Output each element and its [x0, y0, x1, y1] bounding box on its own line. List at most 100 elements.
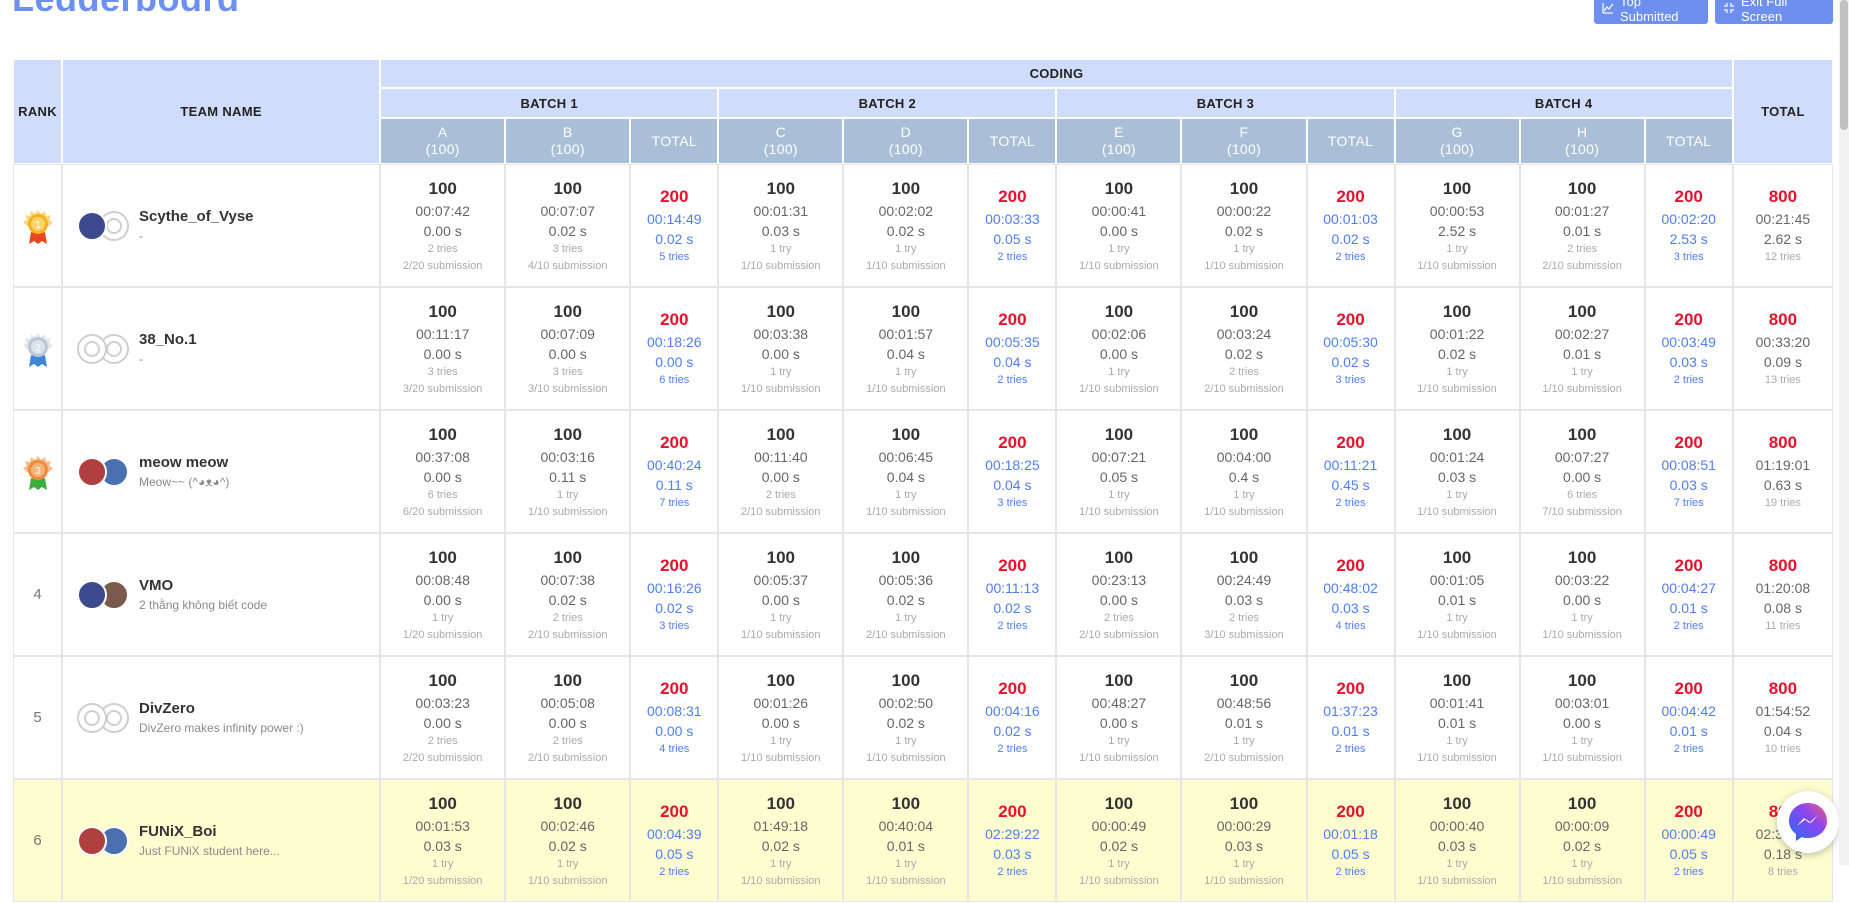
cell-exec-time: 0.63 s: [1763, 477, 1802, 493]
problem-cell[interactable]: 100 00:37:08 0.00 s 6 tries 6/20 submissi…: [381, 411, 505, 532]
top-submitted-button[interactable]: Top Submitted: [1594, 0, 1708, 24]
batch-total-header: TOTAL: [969, 119, 1056, 163]
problem-cell[interactable]: 100 00:06:45 0.04 s 1 try 1/10 submission: [844, 411, 968, 532]
cell-score: 100: [766, 793, 795, 813]
cell-score: 100: [1229, 547, 1259, 567]
cell-submissions: 1/10 submission: [741, 382, 821, 395]
cell-tries: 10 tries: [1764, 743, 1801, 755]
cell-tries: 2 tries: [997, 743, 1028, 755]
team-cell[interactable]: 38_No.1 -: [63, 288, 380, 409]
exit-full-screen-button[interactable]: Exit Full Screen: [1715, 0, 1833, 24]
team-name[interactable]: DivZero: [139, 700, 195, 717]
problem-cell[interactable]: 100 00:01:22 0.02 s 1 try 1/10 submission: [1395, 288, 1519, 409]
rank-number: 5: [33, 709, 42, 726]
problem-cell[interactable]: 100 00:01:26 0.00 s 1 try 1/10 submission: [719, 657, 843, 778]
problem-cell[interactable]: 100 00:23:13 0.00 s 2 tries 2/10 submissi…: [1057, 534, 1181, 655]
cell-exec-time: 0.02 s: [1331, 231, 1370, 247]
problem-cell[interactable]: 100 00:00:22 0.02 s 1 try 1/10 submission: [1182, 165, 1306, 286]
problem-cell[interactable]: 100 00:07:21 0.05 s 1 try 1/10 submission: [1057, 411, 1181, 532]
leaderboard-table: RANK TEAM NAME CODING TOTAL BATCH 1 BATC…: [12, 58, 1834, 903]
cell-tries: 3 tries: [1673, 251, 1704, 263]
problem-cell[interactable]: 100 00:01:53 0.03 s 1 try 1/20 submission: [381, 780, 505, 901]
team-cell[interactable]: meow meow Meow~~ (^◕ᴥ◕^): [63, 411, 380, 532]
problem-cell[interactable]: 100 00:00:40 0.03 s 1 try 1/10 submission: [1395, 780, 1519, 901]
batch-total-cell: 200 00:01:18 0.05 s 2 tries: [1307, 780, 1394, 901]
cell-exec-time: 0.04 s: [993, 354, 1032, 370]
cell-time: 00:00:09: [1554, 817, 1610, 834]
batch-header: BATCH 1: [381, 89, 718, 117]
problem-cell[interactable]: 100 00:02:46 0.02 s 1 try 1/10 submission: [506, 780, 630, 901]
problem-cell[interactable]: 100 00:48:56 0.01 s 1 try 2/10 submission: [1182, 657, 1306, 778]
problem-cell[interactable]: 100 00:01:57 0.04 s 1 try 1/10 submission: [844, 288, 968, 409]
problem-cell[interactable]: 100 00:01:24 0.03 s 1 try 1/10 submission: [1395, 411, 1519, 532]
problem-cell[interactable]: 100 00:48:27 0.00 s 1 try 1/10 submission: [1057, 657, 1181, 778]
problem-cell[interactable]: 100 00:01:41 0.01 s 1 try 1/10 submission: [1395, 657, 1519, 778]
problem-cell[interactable]: 100 00:08:48 0.00 s 1 try 1/20 submission: [381, 534, 505, 655]
problem-cell[interactable]: 100 00:07:09 0.00 s 3 tries 3/10 submissi…: [506, 288, 630, 409]
team-cell[interactable]: VMO 2 thằng không biết code: [63, 534, 380, 655]
user-avatar-icon: [99, 456, 130, 487]
problem-cell[interactable]: 100 00:04:00 0.4 s 1 try 1/10 submission: [1182, 411, 1306, 532]
problem-cell[interactable]: 100 00:02:06 0.00 s 1 try 1/10 submission: [1057, 288, 1181, 409]
problem-cell[interactable]: 100 00:07:42 0.00 s 2 tries 2/20 submissi…: [381, 165, 505, 286]
problem-cell[interactable]: 100 00:40:04 0.01 s 1 try 1/10 submission: [844, 780, 968, 901]
cell-tries: 1 try: [895, 611, 917, 624]
problem-cell[interactable]: 100 00:03:22 0.00 s 1 try 1/10 submission: [1520, 534, 1644, 655]
rank-cell: 5: [14, 657, 62, 778]
cell-exec-time: 0.00 s: [423, 345, 462, 362]
team-cell[interactable]: FUNiX_Boi Just FUNiX student here...: [63, 780, 380, 901]
problem-cell[interactable]: 100 00:24:49 0.03 s 2 tries 3/10 submissi…: [1182, 534, 1306, 655]
problem-cell[interactable]: 100 00:03:38 0.00 s 1 try 1/10 submission: [719, 288, 843, 409]
cell-score: 100: [553, 547, 582, 567]
problem-cell[interactable]: 100 00:02:50 0.02 s 1 try 1/10 submission: [844, 657, 968, 778]
team-cell[interactable]: Scythe_of_Vyse -: [63, 165, 380, 286]
cell-score: 100: [891, 670, 921, 690]
cell-score: 200: [660, 556, 689, 575]
problem-cell[interactable]: 100 00:07:27 0.00 s 6 tries 7/10 submissi…: [1520, 411, 1644, 532]
cell-score: 100: [1567, 670, 1597, 690]
team-name[interactable]: VMO: [139, 577, 174, 594]
problem-cell[interactable]: 100 00:07:07 0.02 s 3 tries 4/10 submissi…: [506, 165, 630, 286]
team-avatars: [77, 455, 137, 489]
cell-tries: 11 tries: [1765, 620, 1801, 632]
problem-cell[interactable]: 100 00:03:01 0.00 s 1 try 1/10 submission: [1520, 657, 1644, 778]
cell-exec-time: 0.00 s: [548, 345, 587, 362]
problem-cell[interactable]: 100 00:02:27 0.01 s 1 try 1/10 submission: [1520, 288, 1644, 409]
cell-score: 200: [660, 433, 689, 452]
problem-cell[interactable]: 100 00:03:16 0.11 s 1 try 1/10 submission: [506, 411, 630, 532]
team-name[interactable]: FUNiX_Boi: [139, 823, 217, 840]
problem-cell[interactable]: 100 00:00:53 2.52 s 1 try 1/10 submission: [1395, 165, 1519, 286]
problem-cell[interactable]: 100 00:11:17 0.00 s 3 tries 3/20 submissi…: [381, 288, 505, 409]
problem-cell[interactable]: 100 00:00:29 0.03 s 1 try 1/10 submission: [1182, 780, 1306, 901]
problem-cell[interactable]: 100 00:03:24 0.02 s 2 tries 2/10 submissi…: [1182, 288, 1306, 409]
problem-cell[interactable]: 100 00:00:41 0.00 s 1 try 1/10 submission: [1057, 165, 1181, 286]
problem-cell[interactable]: 100 00:01:27 0.01 s 2 tries 2/10 submissi…: [1520, 165, 1644, 286]
problem-cell[interactable]: 100 00:01:31 0.03 s 1 try 1/10 submission: [719, 165, 843, 286]
problem-cell[interactable]: 100 00:03:23 0.00 s 2 tries 2/20 submissi…: [381, 657, 505, 778]
problem-cell[interactable]: 100 00:01:05 0.01 s 1 try 1/10 submission: [1395, 534, 1519, 655]
team-name[interactable]: 38_No.1: [139, 331, 197, 348]
problem-cell[interactable]: 100 00:05:37 0.00 s 1 try 1/10 submission: [719, 534, 843, 655]
page-scrollbar[interactable]: [1839, 0, 1849, 865]
problem-cell[interactable]: 100 00:00:49 0.02 s 1 try 1/10 submission: [1057, 780, 1181, 901]
team-name[interactable]: meow meow: [139, 454, 229, 471]
problem-cell[interactable]: 100 00:02:02 0.02 s 1 try 1/10 submission: [844, 165, 968, 286]
cell-exec-time: 0.00 s: [1099, 714, 1138, 731]
cell-score: 200: [998, 187, 1027, 206]
cell-exec-time: 0.04 s: [886, 345, 925, 362]
problem-cell[interactable]: 100 00:05:36 0.02 s 1 try 2/10 submission: [844, 534, 968, 655]
cell-submissions: 1/10 submission: [1079, 874, 1159, 887]
scrollbar-thumb[interactable]: [1840, 0, 1848, 130]
team-name[interactable]: Scythe_of_Vyse: [139, 208, 254, 225]
problem-cell[interactable]: 100 00:11:40 0.00 s 2 tries 2/10 submissi…: [719, 411, 843, 532]
problem-cell[interactable]: 100 00:07:38 0.02 s 2 tries 2/10 submissi…: [506, 534, 630, 655]
batch-header: BATCH 4: [1395, 89, 1732, 117]
problem-cell[interactable]: 100 01:49:18 0.02 s 1 try 1/10 submission: [719, 780, 843, 901]
team-cell[interactable]: DivZero DivZero makes infinity power :): [63, 657, 380, 778]
problem-cell[interactable]: 100 00:05:08 0.00 s 2 tries 2/10 submissi…: [506, 657, 630, 778]
messenger-chat-button[interactable]: [1777, 791, 1839, 853]
cell-score: 200: [1674, 433, 1703, 452]
problem-cell[interactable]: 100 00:00:09 0.02 s 1 try 1/10 submission: [1520, 780, 1644, 901]
cell-score: 100: [1442, 793, 1472, 813]
cell-score: 100: [1229, 424, 1259, 444]
